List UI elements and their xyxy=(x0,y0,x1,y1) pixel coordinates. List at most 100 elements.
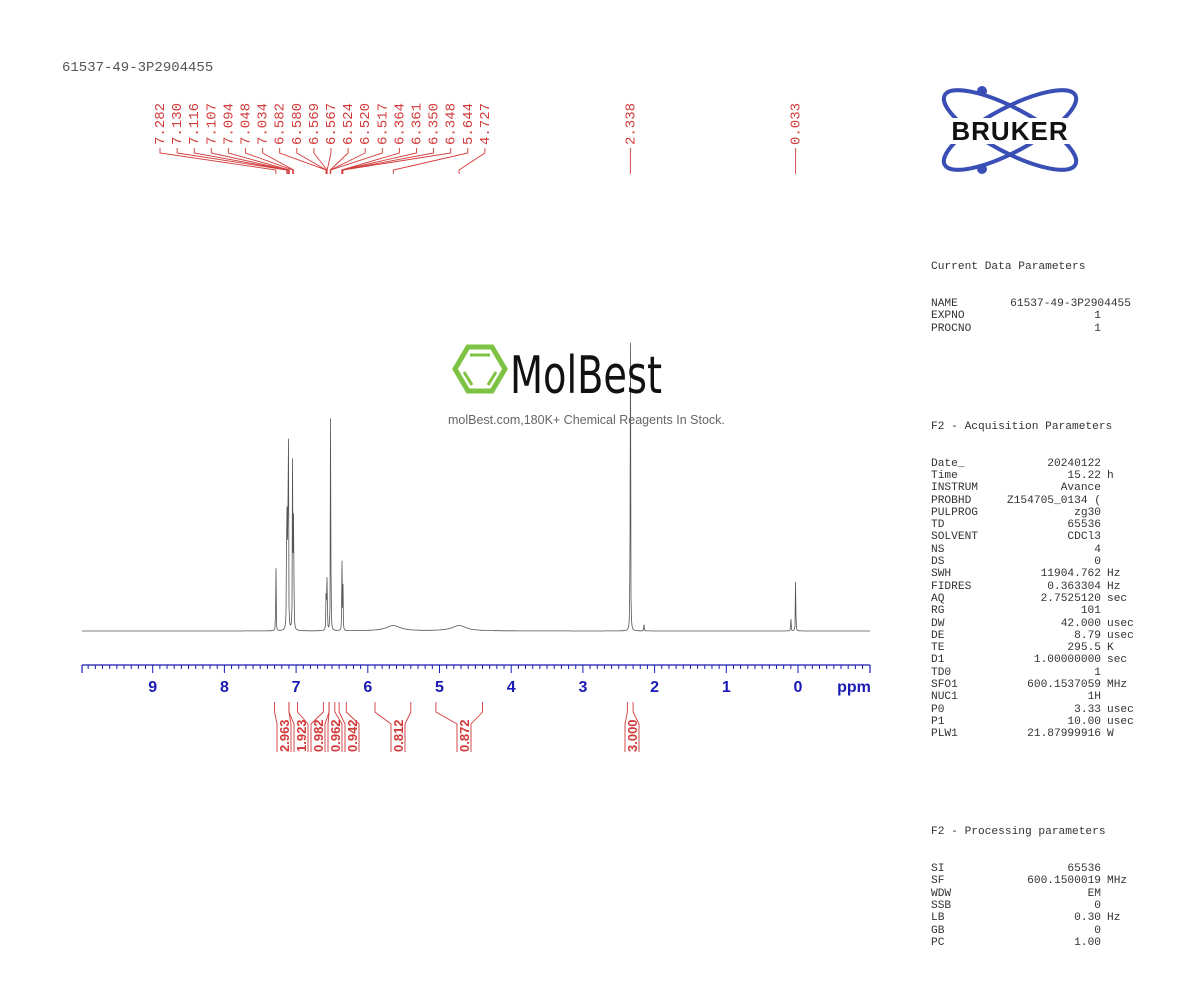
spectrum-trace xyxy=(82,342,870,632)
orbit-ring-icon xyxy=(941,88,1079,172)
electron-icon xyxy=(977,86,987,96)
param-row: GB 0 xyxy=(931,925,1137,937)
param-unit xyxy=(1101,507,1107,519)
param-row: P1 10.00 usec xyxy=(931,716,1137,728)
peak-label: 6.580 xyxy=(290,103,306,145)
param-value: 0.363304 xyxy=(1047,580,1101,593)
param-value: 600.1500019 xyxy=(1027,875,1101,888)
param-key: NS xyxy=(931,543,945,556)
param-value: 600.1537059 xyxy=(1027,678,1101,691)
param-row: LB 0.30 Hz xyxy=(931,912,1137,924)
param-key: EXPNO xyxy=(931,310,965,323)
param-row: TD0 1 xyxy=(931,667,1137,679)
param-unit xyxy=(1101,900,1107,912)
param-key: SFO1 xyxy=(931,678,958,691)
peak-label: 0.033 xyxy=(789,103,805,145)
param-row: Time 15.22 h xyxy=(931,470,1137,482)
x-tick-label: 2 xyxy=(650,679,659,696)
peak-label: 7.107 xyxy=(204,103,220,145)
molbest-wordmark: MolBest xyxy=(510,346,662,400)
param-value: 65536 xyxy=(1067,863,1101,876)
integral-value: 2.963 xyxy=(277,719,292,752)
param-key: TD xyxy=(931,519,945,532)
param-key: DE xyxy=(931,629,945,642)
param-key: FIDRES xyxy=(931,580,972,593)
integral-bracket xyxy=(435,702,458,752)
param-value: Avance xyxy=(1060,482,1101,495)
molbest-tagline: molBest.com,180K+ Chemical Reagents In S… xyxy=(448,413,725,427)
param-key: INSTRUM xyxy=(931,482,978,495)
param-value: 1.00 xyxy=(1074,936,1101,949)
param-value: 1H xyxy=(1087,691,1101,704)
param-row: PC 1.00 xyxy=(931,937,1137,949)
param-row: D1 1.00000000 sec xyxy=(931,654,1137,666)
param-row: SI 65536 xyxy=(931,863,1137,875)
x-tick-label: 8 xyxy=(220,679,229,696)
param-row: TD 65536 xyxy=(931,519,1137,531)
param-row: FIDRES 0.363304 Hz xyxy=(931,581,1137,593)
integral-value: 1.923 xyxy=(294,719,309,752)
param-unit xyxy=(1101,323,1107,335)
param-key: SF xyxy=(931,875,945,888)
integral-value: 0.872 xyxy=(457,719,472,752)
param-value: 2.7525120 xyxy=(1040,592,1101,605)
param-key: P1 xyxy=(931,715,945,728)
param-value: 42.000 xyxy=(1060,617,1101,630)
integral-bracket xyxy=(338,702,346,752)
integral-bracket xyxy=(274,702,278,752)
param-row: INSTRUM Avance xyxy=(931,482,1137,494)
param-row: PROCNO 1 xyxy=(931,323,1137,335)
param-key: NAME xyxy=(931,298,958,311)
param-value: 0 xyxy=(1094,924,1101,937)
param-value: 1 xyxy=(1094,666,1101,679)
param-unit: K xyxy=(1107,642,1114,655)
acquisition-section: F2 - Acquisition Parameters Date_ 2024012… xyxy=(931,396,1137,765)
param-row: DE 8.79 usec xyxy=(931,630,1137,642)
x-tick-label: 5 xyxy=(435,679,444,696)
integral-value: 0.962 xyxy=(328,719,343,752)
param-unit: MHz xyxy=(1107,875,1128,888)
param-row: SOLVENT CDCl3 xyxy=(931,531,1137,543)
param-key: AQ xyxy=(931,592,945,605)
peak-label: 6.350 xyxy=(427,103,443,145)
param-value: 15.22 xyxy=(1067,469,1101,482)
param-row: DW 42.000 usec xyxy=(931,618,1137,630)
param-value: 4 xyxy=(1094,543,1101,556)
param-row: P0 3.33 usec xyxy=(931,704,1137,716)
x-tick-label: 9 xyxy=(148,679,157,696)
electron-icon xyxy=(977,164,987,174)
param-value: 21.87999916 xyxy=(1027,728,1101,741)
param-key: P0 xyxy=(931,703,945,716)
param-key: RG xyxy=(931,605,945,618)
param-unit xyxy=(1131,298,1137,310)
section-title: F2 - Acquisition Parameters xyxy=(931,420,1113,433)
param-unit xyxy=(1101,495,1107,507)
param-row: SFO1 600.1537059 MHz xyxy=(931,679,1137,691)
param-key: TE xyxy=(931,642,945,655)
integral-value: 3.000 xyxy=(625,719,640,752)
param-value: 0 xyxy=(1094,556,1101,569)
section-title: Current Data Parameters xyxy=(931,261,1086,274)
peak-label: 5.644 xyxy=(461,103,477,145)
bruker-logo: BRUKER xyxy=(926,86,1094,174)
param-unit xyxy=(1101,888,1107,900)
param-row: TE 295.5 K xyxy=(931,642,1137,654)
peak-label: 7.048 xyxy=(239,103,255,145)
param-key: Date_ xyxy=(931,457,965,470)
param-row: NAME 61537-49-3P2904455 xyxy=(931,298,1137,310)
acquisition-parameters-panel: Current Data Parameters NAME 61537-49-3P2… xyxy=(931,212,1137,998)
peak-label: 6.520 xyxy=(358,103,374,145)
integral-bracket xyxy=(327,702,330,752)
param-unit xyxy=(1101,605,1107,617)
param-value: 11904.762 xyxy=(1040,568,1101,581)
param-row: EXPNO 1 xyxy=(931,310,1137,322)
param-key: GB xyxy=(931,924,945,937)
param-value: 0.30 xyxy=(1074,912,1101,925)
integral-value: 0.942 xyxy=(345,719,360,752)
molbest-watermark: MolBest molBest.com,180K+ Chemical Reage… xyxy=(448,340,750,435)
param-value: 1 xyxy=(1094,310,1101,323)
param-unit: h xyxy=(1107,469,1114,482)
current-data-section: Current Data Parameters NAME 61537-49-3P2… xyxy=(931,237,1137,360)
x-tick-label: 7 xyxy=(292,679,301,696)
